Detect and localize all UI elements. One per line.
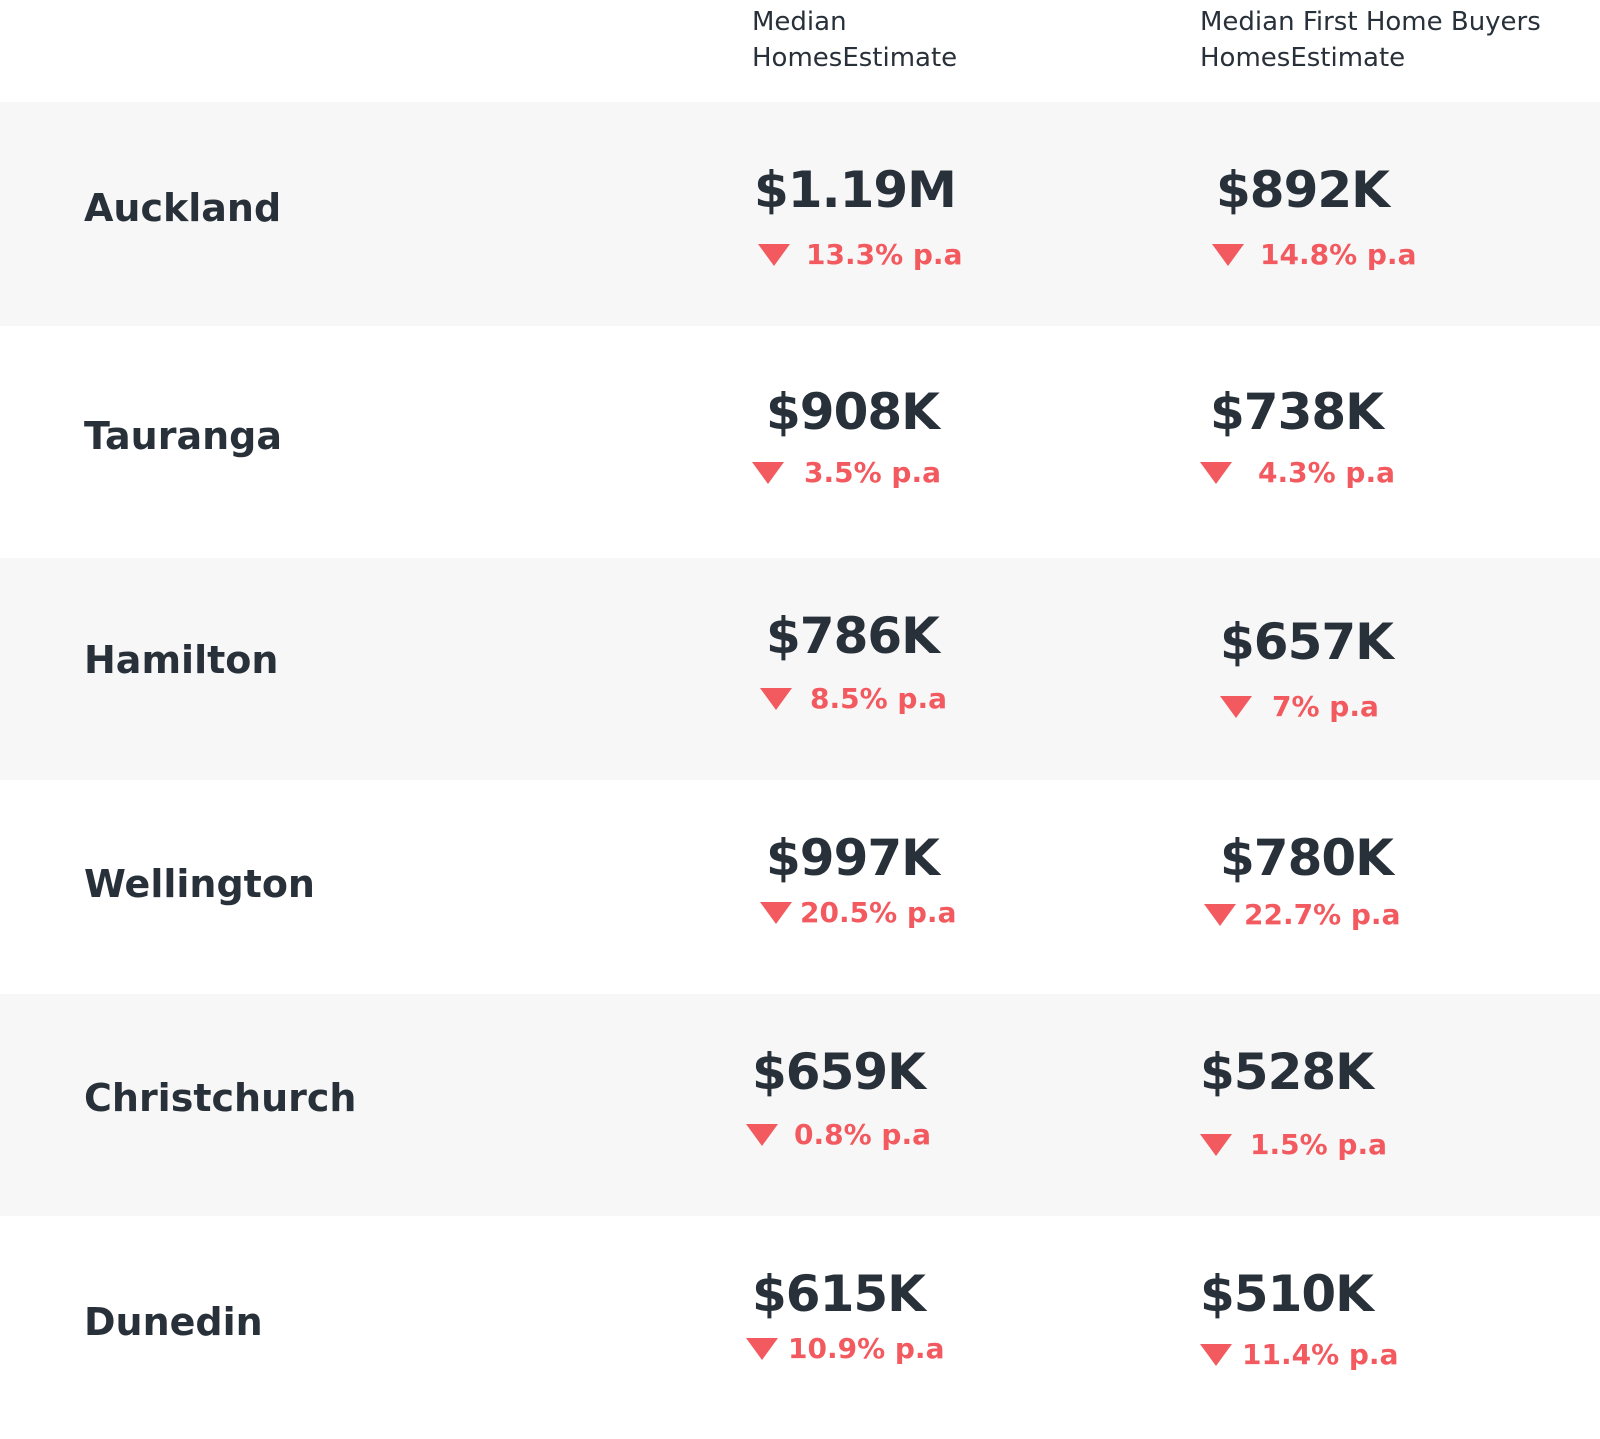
median-change: 0.8% p.a [746,1118,931,1152]
fhb-change-text: 7% p.a [1272,690,1379,723]
fhb-change: 14.8% p.a [1212,238,1416,272]
median-change: 10.9% p.a [746,1332,944,1366]
down-arrow-icon [760,688,792,710]
down-arrow-icon [1204,904,1236,926]
median-value: $786K [766,607,940,665]
down-arrow-icon [1200,1134,1232,1156]
column-header-median: Median HomesEstimate [752,7,958,73]
column-header-first-home-buyers: Median First Home Buyers HomesEstimate [1200,7,1541,73]
median-change: 20.5% p.a [760,896,956,930]
median-value: $908K [766,383,940,441]
fhb-change-text: 14.8% p.a [1260,238,1417,271]
city-name: Hamilton [84,638,279,682]
fhb-change: 4.3% p.a [1200,456,1395,490]
median-change-text: 10.9% p.a [788,1332,945,1365]
down-arrow-icon [1200,1344,1232,1366]
table-row: Tauranga $908K 3.5% p.a $738K 4.3% p.a [0,326,1600,558]
median-change-text: 13.3% p.a [806,238,963,271]
median-value: $997K [766,829,940,887]
table-row: Wellington $997K 20.5% p.a $780K 22.7% p… [0,780,1600,994]
down-arrow-icon [1220,696,1252,718]
median-change-text: 8.5% p.a [810,682,947,715]
median-change: 13.3% p.a [758,238,962,272]
fhb-change-text: 4.3% p.a [1258,456,1395,489]
median-value: $659K [752,1043,926,1101]
down-arrow-icon [1212,244,1244,266]
median-change-text: 20.5% p.a [800,896,957,929]
fhb-change: 1.5% p.a [1200,1128,1387,1162]
table-row: Christchurch $659K 0.8% p.a $528K 1.5% p… [0,994,1600,1216]
fhb-value: $780K [1220,829,1394,887]
fhb-value: $738K [1210,383,1384,441]
city-name: Christchurch [84,1076,357,1120]
fhb-value: $657K [1220,613,1394,671]
median-value: $1.19M [754,161,957,219]
table-row: Dunedin $615K 10.9% p.a $510K 11.4% p.a [0,1216,1600,1439]
down-arrow-icon [746,1124,778,1146]
fhb-change: 11.4% p.a [1200,1338,1398,1372]
fhb-change: 7% p.a [1220,690,1379,724]
table-row: Hamilton $786K 8.5% p.a $657K 7% p.a [0,558,1600,780]
city-name: Wellington [84,862,315,906]
city-name: Tauranga [84,414,282,458]
median-change-text: 3.5% p.a [804,456,941,489]
down-arrow-icon [758,244,790,266]
fhb-change-text: 1.5% p.a [1250,1128,1387,1161]
down-arrow-icon [1200,462,1232,484]
table-row: Auckland $1.19M 13.3% p.a $892K 14.8% p.… [0,102,1600,326]
table-header: Median HomesEstimate Median First Home B… [0,0,1600,102]
city-name: Dunedin [84,1300,263,1344]
down-arrow-icon [752,462,784,484]
fhb-change-text: 11.4% p.a [1242,1338,1399,1371]
median-change: 3.5% p.a [752,456,941,490]
down-arrow-icon [760,902,792,924]
median-change-text: 0.8% p.a [794,1118,931,1151]
city-name: Auckland [84,186,282,230]
fhb-change-text: 22.7% p.a [1244,898,1401,931]
fhb-value: $510K [1200,1265,1374,1323]
median-change: 8.5% p.a [760,682,947,716]
fhb-value: $528K [1200,1043,1374,1101]
fhb-value: $892K [1216,161,1390,219]
median-value: $615K [752,1265,926,1323]
down-arrow-icon [746,1338,778,1360]
fhb-change: 22.7% p.a [1204,898,1400,932]
